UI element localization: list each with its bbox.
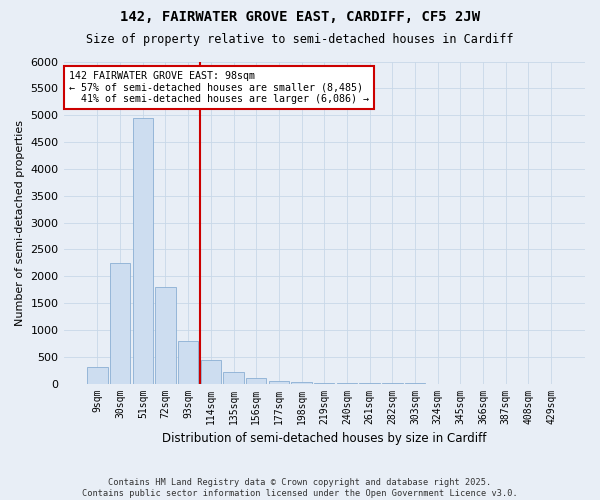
- Text: Contains HM Land Registry data © Crown copyright and database right 2025.
Contai: Contains HM Land Registry data © Crown c…: [82, 478, 518, 498]
- Bar: [133, 118, 153, 384]
- X-axis label: Distribution of semi-detached houses by size in Cardiff: Distribution of semi-detached houses by …: [162, 432, 487, 445]
- Bar: [178, 340, 199, 384]
- Bar: [292, 382, 312, 384]
- Bar: [269, 381, 289, 384]
- Text: Size of property relative to semi-detached houses in Cardiff: Size of property relative to semi-detach…: [86, 32, 514, 46]
- Bar: [314, 383, 334, 384]
- Y-axis label: Number of semi-detached properties: Number of semi-detached properties: [15, 120, 25, 326]
- Text: 142 FAIRWATER GROVE EAST: 98sqm
← 57% of semi-detached houses are smaller (8,485: 142 FAIRWATER GROVE EAST: 98sqm ← 57% of…: [69, 71, 369, 104]
- Bar: [246, 378, 266, 384]
- Bar: [110, 263, 130, 384]
- Bar: [200, 360, 221, 384]
- Bar: [87, 368, 107, 384]
- Text: 142, FAIRWATER GROVE EAST, CARDIFF, CF5 2JW: 142, FAIRWATER GROVE EAST, CARDIFF, CF5 …: [120, 10, 480, 24]
- Bar: [223, 372, 244, 384]
- Bar: [155, 287, 176, 384]
